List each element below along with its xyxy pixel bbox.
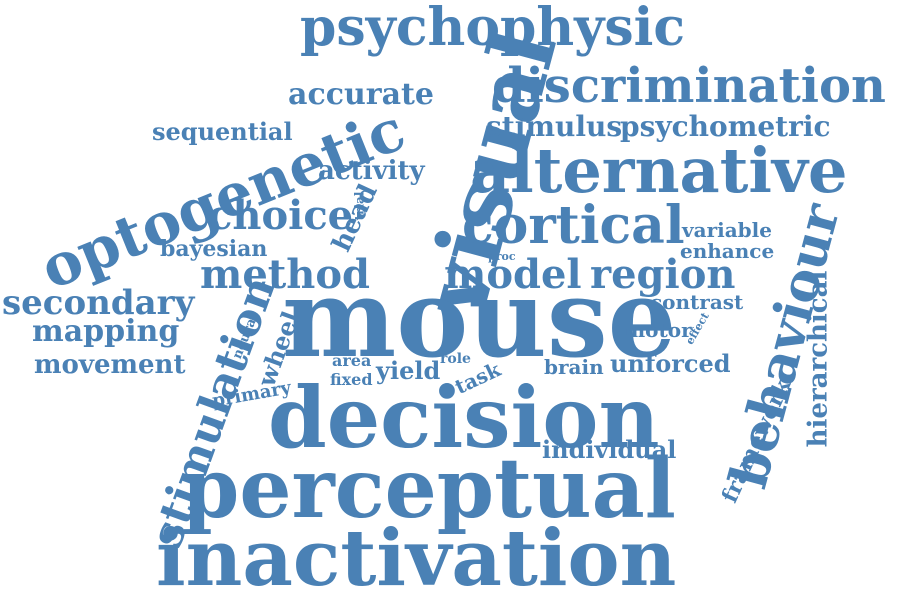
word-mouse: mouse [282, 256, 677, 382]
word-psychophysic: psychophysic [300, 0, 686, 58]
word-cortical: cortical [462, 195, 685, 256]
word-perceptual: perceptual [182, 441, 676, 537]
word-activity: activity [318, 156, 425, 186]
word-discrimination: discrimination [492, 58, 886, 114]
word-inactivation: inactivation [156, 513, 677, 597]
word-decision: decision [268, 368, 660, 467]
word-unforced: unforced [610, 349, 731, 378]
word-variable: variable [682, 218, 772, 242]
word-region: region [590, 251, 736, 298]
word-fixed: fixed [330, 370, 373, 389]
word-role: role [440, 351, 471, 367]
word-alternative: alternative [470, 134, 848, 207]
word-secondary: secondary [2, 283, 195, 323]
word-mapping: mapping [32, 314, 180, 349]
word-accurate: accurate [288, 77, 434, 112]
word-choice: choice [208, 192, 354, 239]
word-psychometric: psychometric [620, 110, 831, 143]
word-model: model [444, 251, 582, 298]
word-stimulus: stimulus [486, 110, 623, 143]
word-bayesian: bayesian [160, 236, 268, 262]
word-individual: individual [542, 435, 677, 464]
word-contrast: contrast [650, 290, 744, 314]
word-proc: proc [488, 250, 516, 263]
word-movement: movement [34, 350, 186, 380]
word-sequential: sequential [152, 117, 293, 146]
word-yield: yield [376, 356, 441, 385]
word-motor: motor [624, 318, 692, 342]
word-enhance: enhance [680, 239, 775, 263]
word-method: method [200, 251, 370, 298]
word-area: area [332, 351, 372, 370]
word-brain: brain [544, 355, 604, 379]
word-hierarchical: hierarchical [803, 270, 834, 448]
